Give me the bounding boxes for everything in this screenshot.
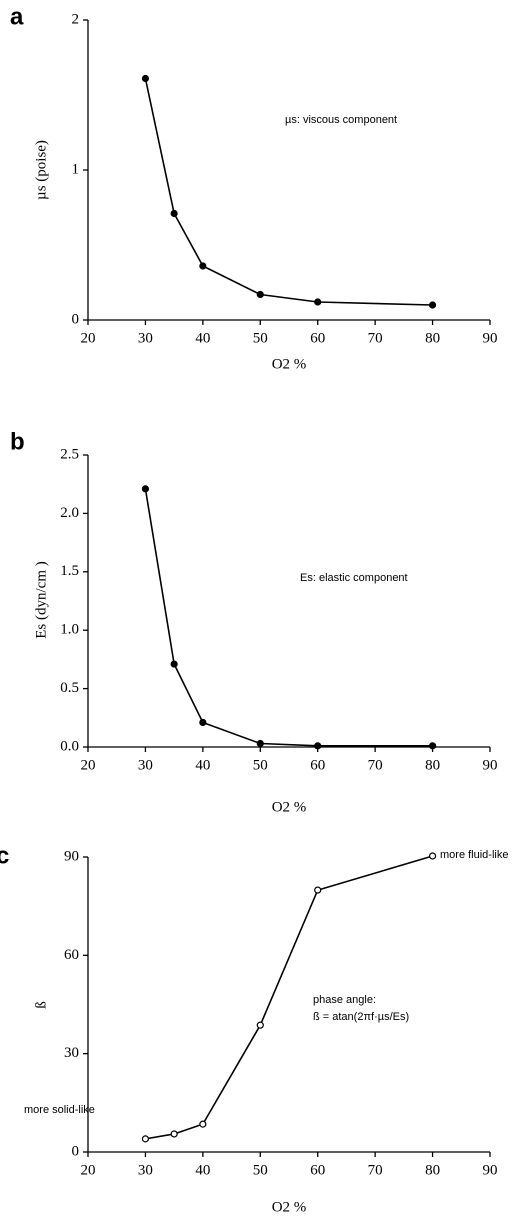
panel-label: b [10,428,25,455]
x-tick-label: 50 [253,757,268,773]
y-tick-label: 0.5 [60,680,79,696]
data-point [314,886,322,894]
annotation: µs: viscous component [285,114,397,126]
data-line [145,855,433,1140]
x-tick-label: 80 [425,757,440,773]
x-axis-label: O2 % [272,356,307,372]
y-axis-label: µs (poise) [33,140,49,200]
x-axis-label: O2 % [272,799,307,815]
x-tick-label: 50 [253,330,268,346]
x-tick-label: 30 [138,330,153,346]
data-point [314,742,322,750]
annotation: phase angle: [313,994,376,1006]
data-point [256,290,264,299]
x-tick-label: 90 [483,1162,498,1178]
x-tick-label: 40 [195,1162,210,1178]
data-point [256,739,264,748]
data-point [199,1120,207,1128]
data-point [256,1021,264,1029]
x-tick-label: 30 [138,757,153,773]
y-tick-label: 90 [64,848,79,864]
y-tick-label: 2.5 [60,446,79,462]
data-point [170,1130,178,1138]
panel-label: c [0,842,9,869]
x-tick-label: 80 [425,1162,440,1178]
y-tick-label: 0 [72,1143,80,1159]
x-tick-label: 70 [368,330,383,346]
x-tick-label: 30 [138,1162,153,1178]
annotation: Es: elastic component [300,572,408,584]
annotation: more fluid-like [440,849,508,861]
data-point [199,718,207,727]
x-tick-label: 60 [310,757,325,773]
x-tick-label: 20 [81,1162,96,1178]
data-point [428,301,437,309]
x-tick-label: 20 [81,330,96,346]
x-axis-label: O2 % [272,1199,307,1215]
y-tick-label: 2 [72,11,80,27]
y-tick-label: 0.0 [60,738,79,754]
y-tick-label: 30 [64,1045,79,1061]
data-point [170,209,178,218]
y-tick-label: 0 [72,311,80,327]
x-tick-label: 40 [195,757,210,773]
x-tick-label: 60 [310,330,325,346]
annotation: more solid-like [24,1104,95,1116]
x-tick-label: 90 [483,330,498,346]
data-point [141,74,150,83]
x-tick-label: 90 [483,757,498,773]
y-tick-label: 1 [72,161,80,177]
data-point [428,742,437,750]
x-tick-label: 70 [368,1162,383,1178]
data-point [314,298,322,306]
data-point [141,1135,150,1143]
y-tick-label: 2.0 [60,505,79,521]
x-tick-label: 40 [195,330,210,346]
data-point [199,262,207,270]
data-point [141,485,150,493]
y-tick-label: 60 [64,947,79,963]
x-tick-label: 60 [310,1162,325,1178]
x-tick-label: 50 [253,1162,268,1178]
y-tick-label: 1.5 [60,563,79,579]
data-line [144,488,433,747]
y-axis-label: ß [33,1001,49,1009]
y-axis-label: Es (dyn/cm ) [33,561,49,638]
data-point [170,660,178,668]
data-line [144,78,433,306]
annotation: ß = atan(2πf·µs/Es) [313,1011,409,1023]
x-tick-label: 70 [368,757,383,773]
x-tick-label: 80 [425,330,440,346]
x-tick-label: 20 [81,757,96,773]
data-point [428,852,437,860]
y-tick-label: 1.0 [60,622,79,638]
panel-label: a [10,3,24,30]
